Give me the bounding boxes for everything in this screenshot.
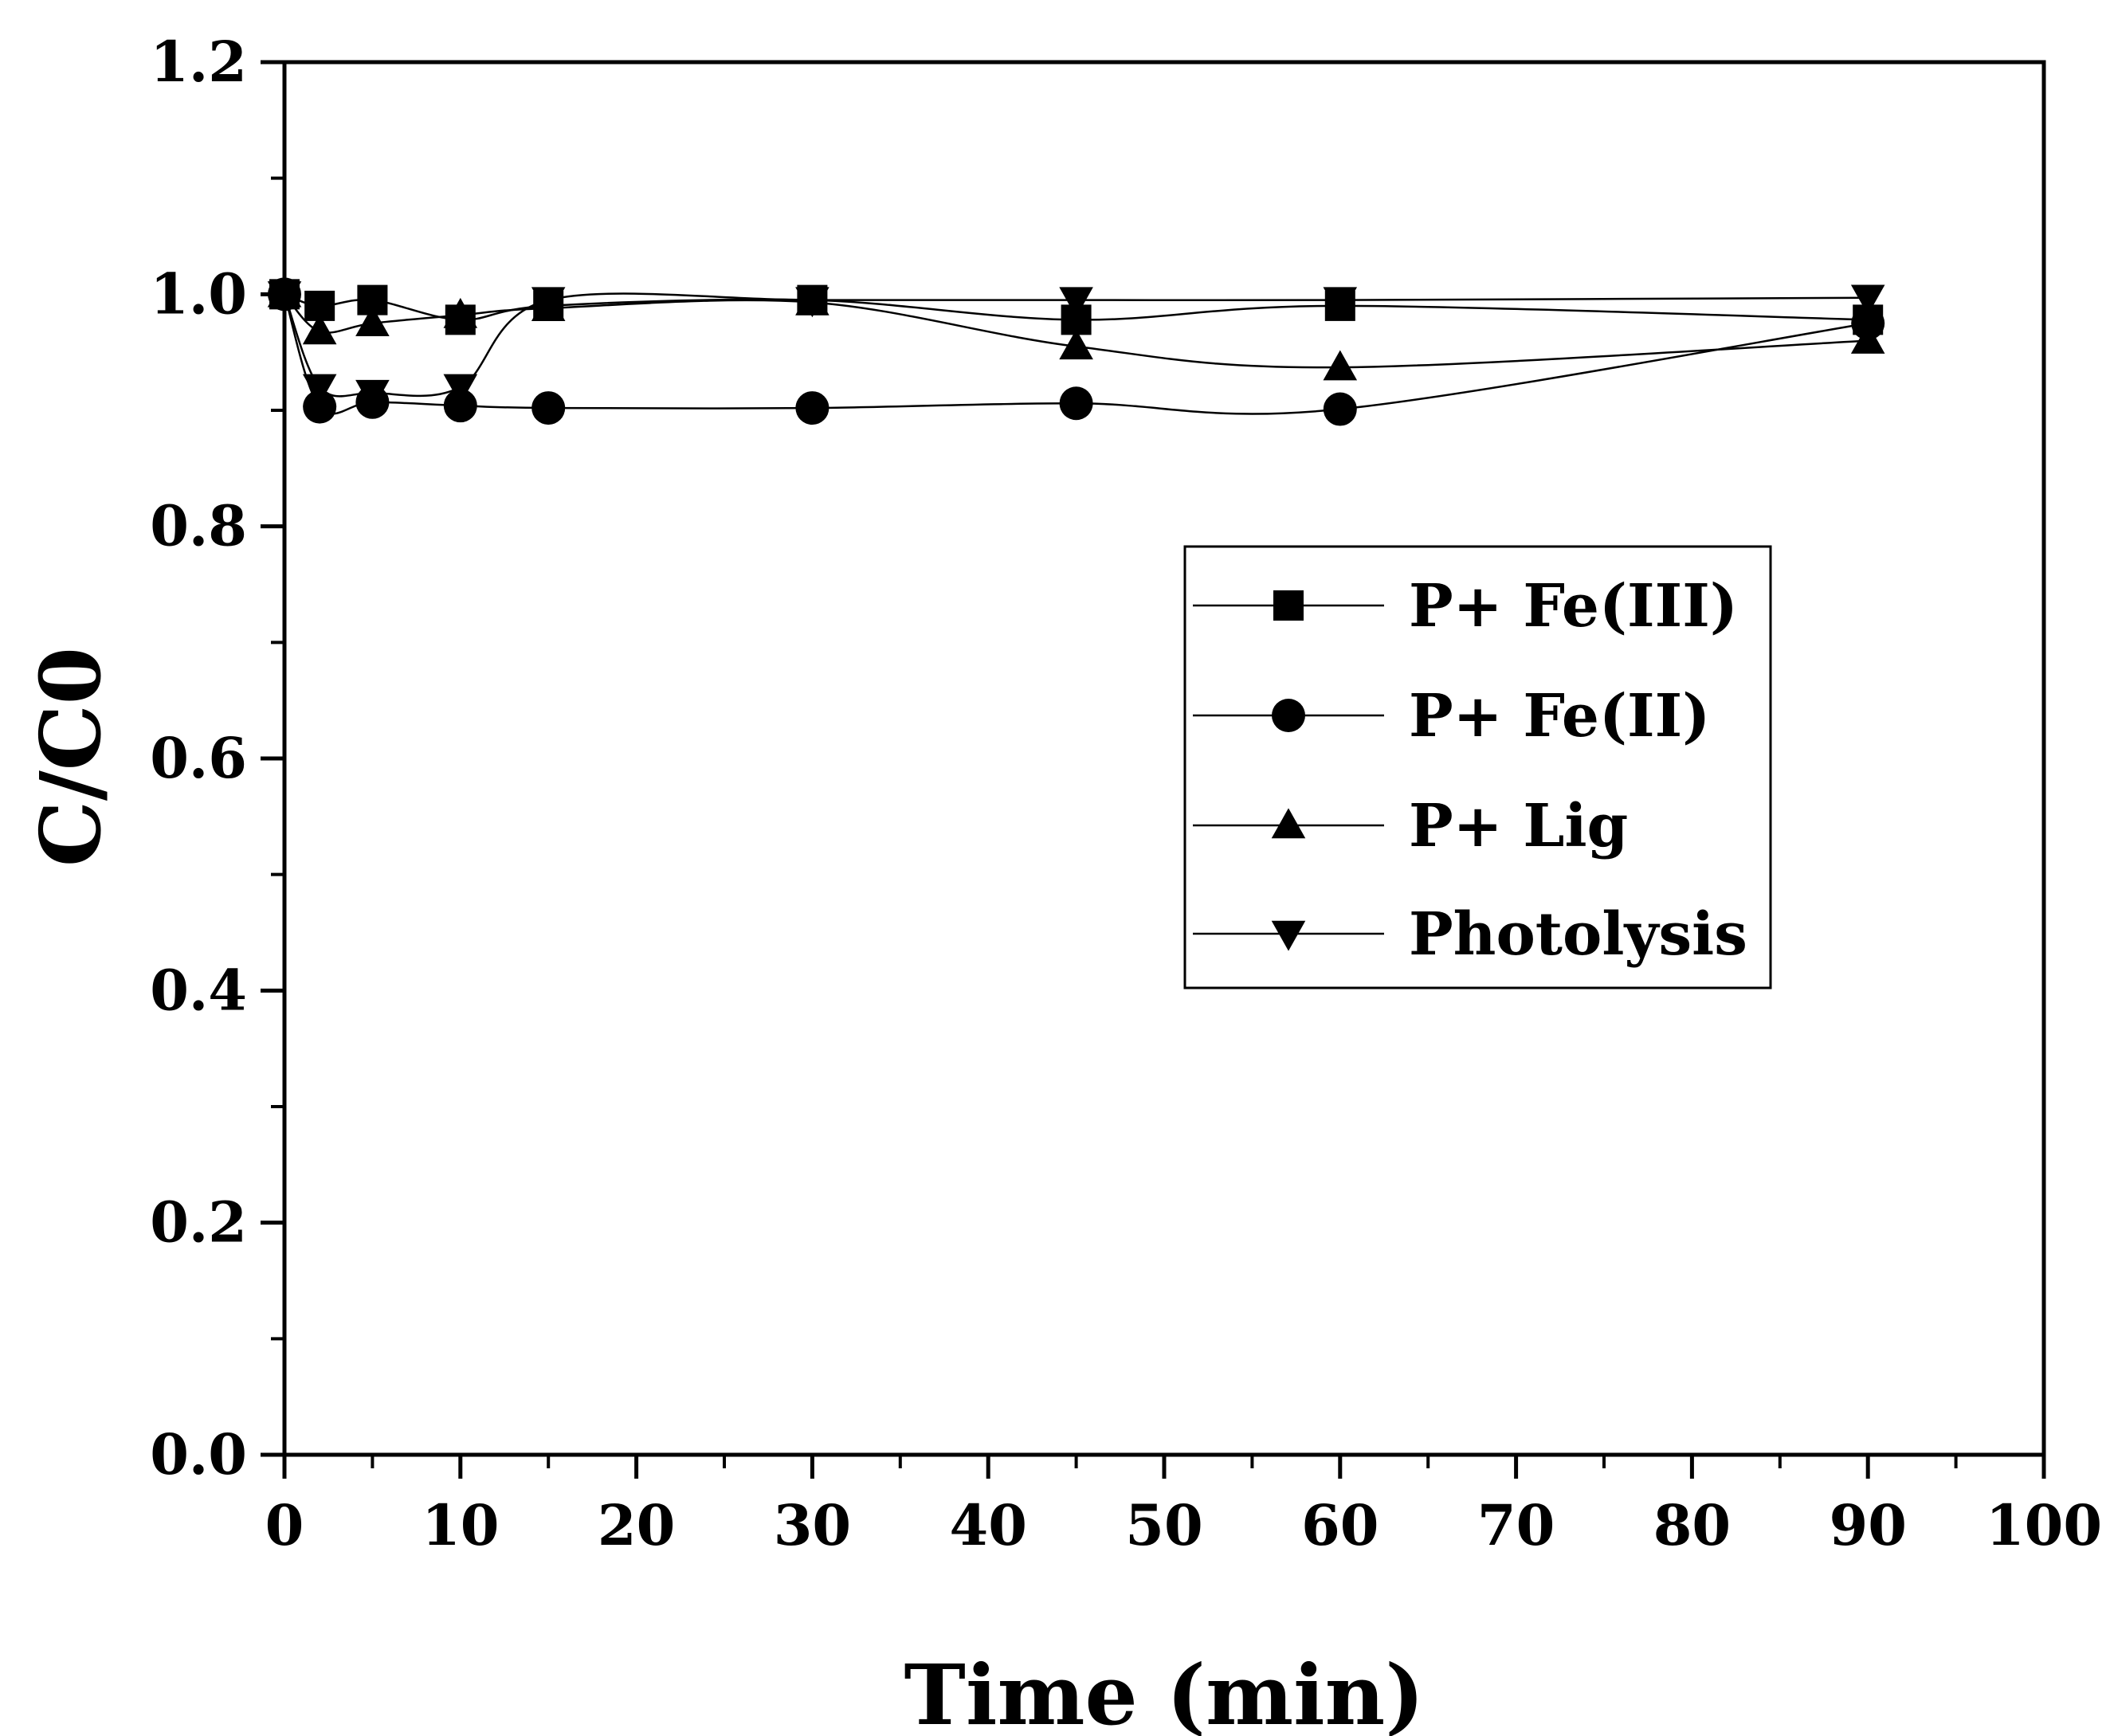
data-point [1059,329,1093,360]
x-tick-label: 10 [422,1492,499,1558]
data-point [355,306,390,336]
y-tick-label: 1.0 [150,261,247,327]
legend-label: P+ Fe(III) [1409,572,1738,641]
data-point [531,391,566,425]
legend: P+ Fe(III) P+ Fe(II) P+ Lig Photolysis [1183,545,1772,989]
legend-item: P+ Fe(III) [1193,572,1738,641]
data-point [1323,350,1358,381]
legend-item: Photolysis [1193,900,1747,969]
legend-marker [1273,590,1304,621]
x-tick-label: 60 [1301,1492,1379,1558]
legend-marker [1272,699,1305,732]
legend-marker [1271,808,1306,839]
x-axis-title: Time (min) [904,1646,1425,1736]
data-point [1323,392,1357,426]
data-point [302,374,337,405]
data-point [795,287,829,318]
data-point [1851,306,1885,340]
data-point [795,391,829,425]
data-point [443,297,478,328]
y-axis: 0.0 0.2 0.4 0.6 0.8 1.0 1.2 [150,29,284,1487]
x-tick-label: 80 [1653,1492,1731,1558]
x-tick-label: 40 [949,1492,1026,1558]
data-point [443,374,478,405]
x-tick-label: 50 [1125,1492,1202,1558]
y-tick-label: 0.6 [150,725,247,791]
series-layer [267,276,1885,426]
y-axis-title: C/C0 [22,647,120,867]
plot-frame [282,60,2046,1457]
x-tick-label: 20 [598,1492,675,1558]
data-point [1850,323,1885,354]
y-tick-label: 0.0 [150,1421,247,1487]
y-tick-label: 0.8 [150,493,247,559]
data-point [443,389,477,423]
y-tick-label: 0.2 [150,1189,247,1256]
x-tick-label: 100 [1986,1492,2102,1558]
y-tick-label: 0.4 [150,957,247,1023]
series-photolysis [267,281,1885,410]
legend-marker [1271,920,1306,951]
data-point [1059,386,1093,421]
x-axis: 0 10 20 30 40 50 60 70 80 90 100 [265,1455,2102,1558]
data-point [1850,284,1885,315]
x-tick-label: 90 [1829,1492,1906,1558]
data-point [1323,287,1358,318]
legend-label: P+ Fe(II) [1409,682,1710,750]
data-point [355,379,390,410]
legend-label: Photolysis [1409,900,1747,969]
legend-item: P+ Lig [1193,792,1628,860]
data-point [302,314,337,345]
data-point [1059,287,1093,318]
data-point [531,287,566,318]
data-point [303,390,337,424]
legend-item: P+ Fe(II) [1193,682,1710,750]
y-tick-label: 1.2 [150,29,247,95]
x-tick-label: 0 [265,1492,304,1558]
x-tick-label: 70 [1477,1492,1555,1558]
data-point [267,281,302,312]
x-tick-label: 30 [774,1492,851,1558]
legend-label: P+ Lig [1409,792,1628,860]
